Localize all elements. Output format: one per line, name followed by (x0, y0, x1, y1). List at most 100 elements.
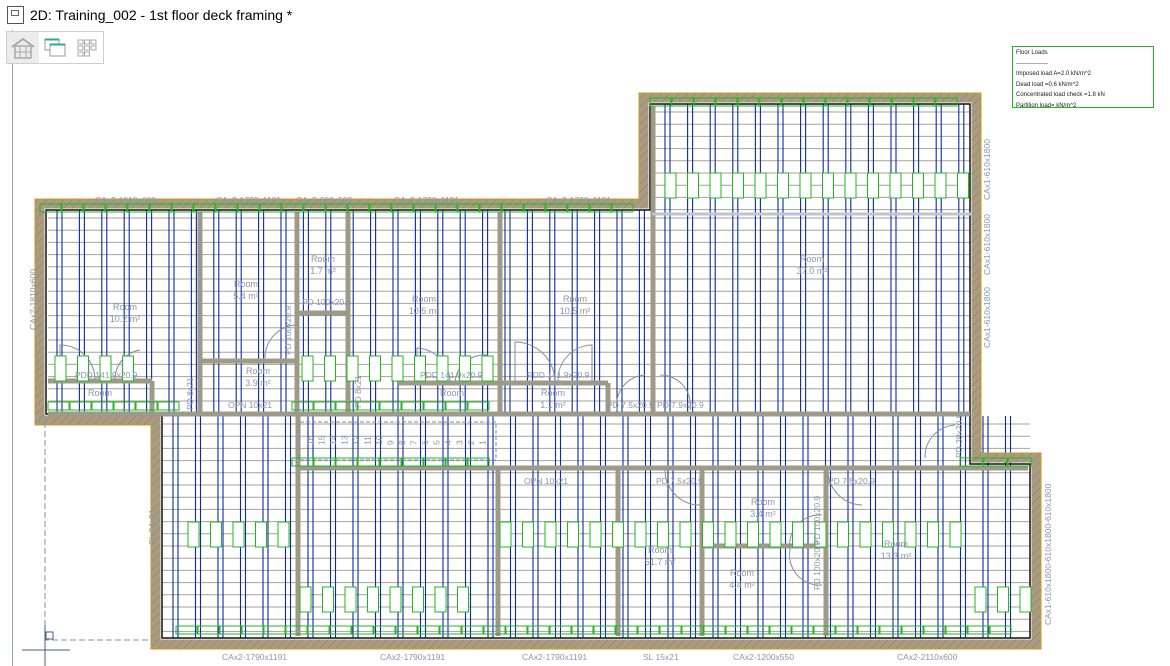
joist-tag (467, 457, 490, 467)
stair-step-number: 1 (478, 440, 488, 445)
joist-tag (501, 203, 524, 213)
joist-tag (983, 457, 1008, 467)
room-label: Room 5.4 m² (233, 279, 259, 301)
joist-tag (799, 172, 812, 199)
room-name: Room (88, 388, 112, 398)
joist-tag (567, 521, 579, 548)
tile-windows-button[interactable] (71, 32, 103, 63)
joist-tag (255, 521, 267, 548)
bottom-label: CAx2-1790x1191 (522, 652, 587, 662)
joist-tag (769, 521, 782, 548)
joist-tag (373, 625, 396, 635)
joist-tag (434, 586, 447, 613)
joist-tag (171, 203, 194, 213)
stair-step-number: 11 (363, 436, 373, 445)
room-name: Room (884, 539, 908, 549)
joist-tag (681, 625, 704, 635)
joist-tag (281, 203, 304, 213)
room-label: Room 1.1 m² (540, 388, 566, 410)
joist-tag (593, 625, 616, 635)
room-area: 3.9 m² (245, 378, 271, 388)
joist-tag (814, 521, 827, 548)
joist-tag (277, 521, 290, 548)
joist-tag (859, 521, 872, 548)
room-area: 1.7 m² (310, 266, 336, 276)
joist-tag (291, 457, 314, 467)
joist-tag (671, 97, 694, 107)
joist-tag (869, 97, 892, 107)
joist-tag (769, 625, 792, 635)
joist-tag (241, 625, 264, 635)
joist-tag (436, 355, 449, 382)
grid-tiles-icon (77, 39, 97, 56)
joist-tag (781, 97, 804, 107)
joist-tag (369, 203, 392, 213)
opening-label: PDD 141.9x20.9 (75, 370, 138, 380)
top-label: CAx2-1790x1191 (394, 195, 459, 205)
joist-tag (664, 172, 677, 199)
joist-tag (391, 355, 404, 382)
joist-tag (423, 457, 446, 467)
stair-step-number: 5 (432, 440, 442, 445)
room-name: Room (113, 302, 137, 312)
room-name: Room (246, 366, 270, 376)
exterior-wall-hatch (35, 93, 1041, 649)
opening-label: PDD 141.9x20.9 (420, 370, 483, 380)
joist-tag (113, 401, 136, 411)
joist-tag (1007, 457, 1032, 467)
joist-tag (401, 457, 424, 467)
joist-tag (545, 203, 568, 213)
stair-step-numbers: 16 15 14 13 12 11 10 9 8 7 6 5 4 3 2 1 (305, 435, 488, 445)
joist-tag (679, 521, 692, 548)
document-2d-icon (7, 6, 24, 24)
joist-tag (313, 457, 336, 467)
joist-tag (837, 521, 849, 548)
joist-tag (91, 401, 114, 411)
opening-label: PD 100x20.9 (812, 541, 822, 590)
opening-label: PD 7.5x20.9 (607, 400, 654, 410)
opening-label: PD 8x21 (185, 377, 195, 410)
stair-step-number: 14 (328, 435, 338, 445)
joist-tag (457, 586, 469, 613)
joist-tag (505, 625, 528, 635)
joist-tag (822, 172, 834, 199)
joist-tag (423, 401, 446, 411)
room-name: Room (440, 388, 464, 398)
legend-separator: ---------------- (1016, 60, 1048, 67)
room-label: Room 10.2 m² (110, 302, 141, 324)
joist-tag (303, 203, 326, 213)
stair (299, 421, 497, 461)
windows-cascade-icon (44, 38, 66, 56)
room-label: Room 10.5 m² (560, 294, 591, 316)
joist-tag (391, 203, 414, 213)
joist-tag (379, 401, 402, 411)
joist-tag (589, 203, 612, 213)
bottom-label: CAx2-1790x1191 (380, 652, 445, 662)
joist-tag (149, 203, 172, 213)
floor-loads-legend: Floor Loads ---------------- Imposed loa… (1012, 46, 1154, 109)
joist-tag (857, 625, 880, 635)
bottom-label: SL 15x21 (643, 652, 679, 662)
room-area: 1.1 m² (540, 400, 566, 410)
cascade-windows-button[interactable] (39, 32, 71, 63)
joist-tag (232, 521, 245, 548)
room-name: Room (412, 294, 436, 304)
top-label: CAx2-1790x1191 (546, 195, 611, 205)
joist-tag (879, 625, 902, 635)
joist-tag (737, 97, 760, 107)
joist-tag (215, 203, 238, 213)
3d-house-view-button[interactable] (7, 32, 39, 63)
joist-tag (702, 521, 714, 548)
joist-tag (754, 172, 767, 199)
legend-line: Dead load =0.6 kN/m^2 (1016, 81, 1079, 88)
room-area: 10.2 m² (110, 314, 141, 324)
bottom-label: CAx2-2110x600 (897, 652, 958, 662)
joist-tag (571, 625, 594, 635)
joist-tag (522, 521, 534, 548)
joist-tag (527, 625, 550, 635)
joist-tag (523, 203, 546, 213)
joist-tag (567, 203, 590, 213)
joist-tag (844, 172, 857, 199)
room-label: Room 51.7 m² (645, 545, 676, 567)
